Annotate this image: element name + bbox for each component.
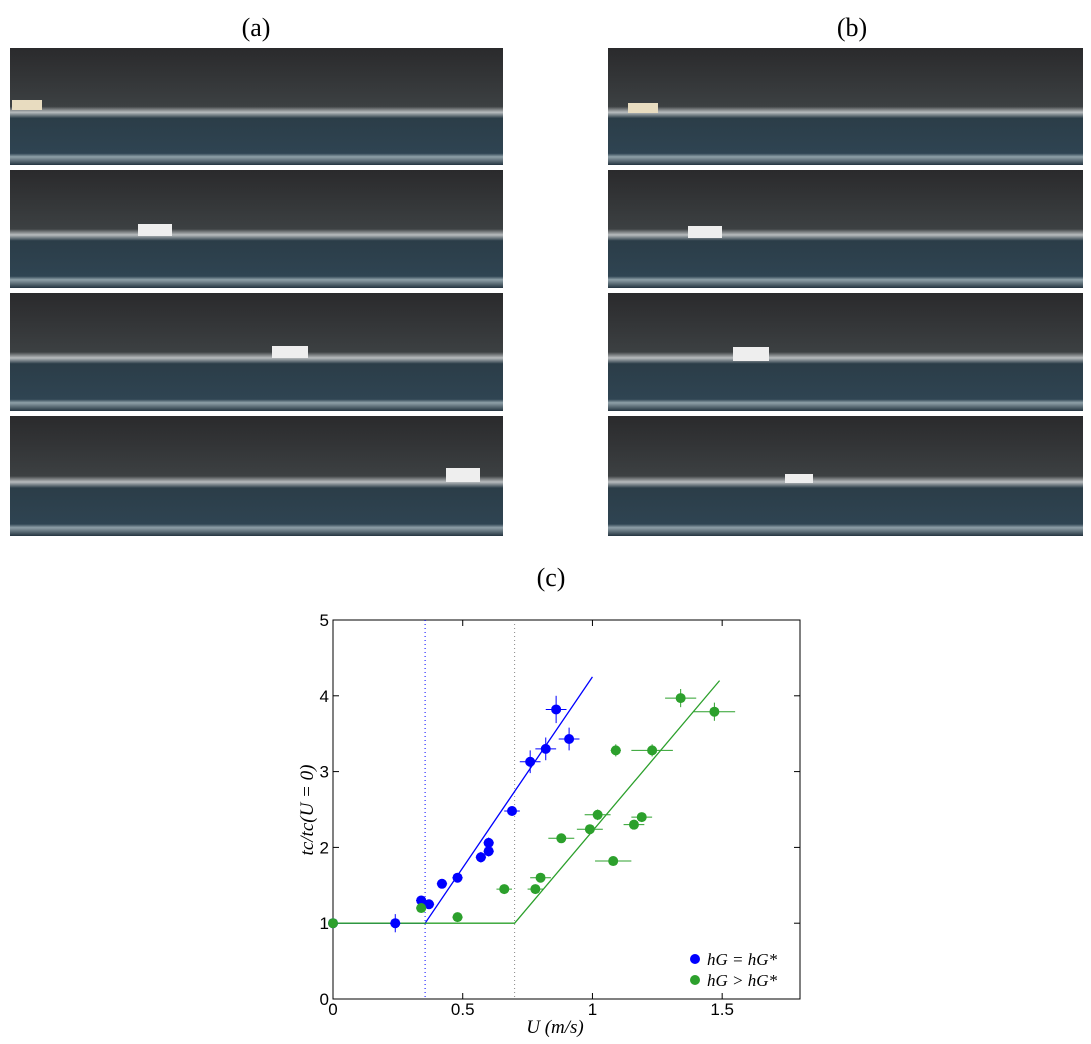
object xyxy=(688,226,722,238)
point xyxy=(535,872,546,883)
y-tick-label: 3 xyxy=(320,763,329,782)
object xyxy=(272,346,308,358)
object xyxy=(785,474,813,483)
point xyxy=(499,884,510,895)
point xyxy=(608,856,619,867)
fit-line xyxy=(333,680,721,924)
x-tick-label: 1 xyxy=(588,1000,597,1019)
y-axis-label: tc/tc(U = 0) xyxy=(297,765,318,856)
fit-line xyxy=(333,676,593,924)
object xyxy=(628,103,658,113)
point xyxy=(675,693,686,704)
plot-frame xyxy=(332,619,801,1000)
legend-marker xyxy=(690,975,700,985)
photo xyxy=(10,48,503,165)
point xyxy=(610,745,621,756)
point xyxy=(475,852,486,863)
point xyxy=(592,809,603,820)
x-tick-label: 0 xyxy=(328,1000,337,1019)
legend-label: hG > hG* xyxy=(707,971,778,990)
point xyxy=(709,706,720,717)
object xyxy=(138,224,172,236)
panel-label: (a) xyxy=(242,13,271,42)
x-axis-label: U (m/s) xyxy=(526,1017,584,1038)
y-tick-label: 4 xyxy=(320,687,329,706)
photo xyxy=(10,170,503,288)
point xyxy=(636,812,647,823)
legend-marker xyxy=(690,954,700,964)
y-tick-label: 1 xyxy=(320,914,329,933)
x-tick-label: 1.5 xyxy=(710,1000,734,1019)
point xyxy=(328,918,338,929)
point xyxy=(530,884,541,895)
point xyxy=(483,837,494,848)
photo xyxy=(10,293,503,411)
object xyxy=(446,468,480,482)
y-tick-label: 2 xyxy=(320,838,329,857)
point xyxy=(436,878,447,889)
point xyxy=(628,819,639,830)
photo xyxy=(608,170,1083,288)
photo xyxy=(608,48,1083,165)
y-tick-label: 0 xyxy=(320,990,329,1009)
photo xyxy=(608,416,1083,536)
point xyxy=(551,704,562,715)
photo xyxy=(608,293,1083,411)
chart-title: (c) xyxy=(537,563,566,592)
point xyxy=(647,745,658,756)
point xyxy=(507,806,518,817)
point xyxy=(416,903,427,914)
point xyxy=(540,743,551,754)
point xyxy=(416,895,427,906)
point xyxy=(452,872,463,883)
point xyxy=(556,833,567,844)
y-tick-label: 5 xyxy=(320,611,329,630)
x-tick-label: 0.5 xyxy=(451,1000,475,1019)
legend-label: hG = hG* xyxy=(707,950,778,969)
object xyxy=(733,347,769,361)
point xyxy=(564,734,575,745)
point xyxy=(390,918,401,929)
point xyxy=(423,899,434,910)
object xyxy=(12,100,42,110)
panel-label: (b) xyxy=(837,13,867,42)
photo xyxy=(10,416,503,536)
point xyxy=(452,912,463,923)
photos xyxy=(10,48,1083,536)
point xyxy=(525,756,536,767)
point xyxy=(483,846,494,857)
point xyxy=(584,824,595,835)
